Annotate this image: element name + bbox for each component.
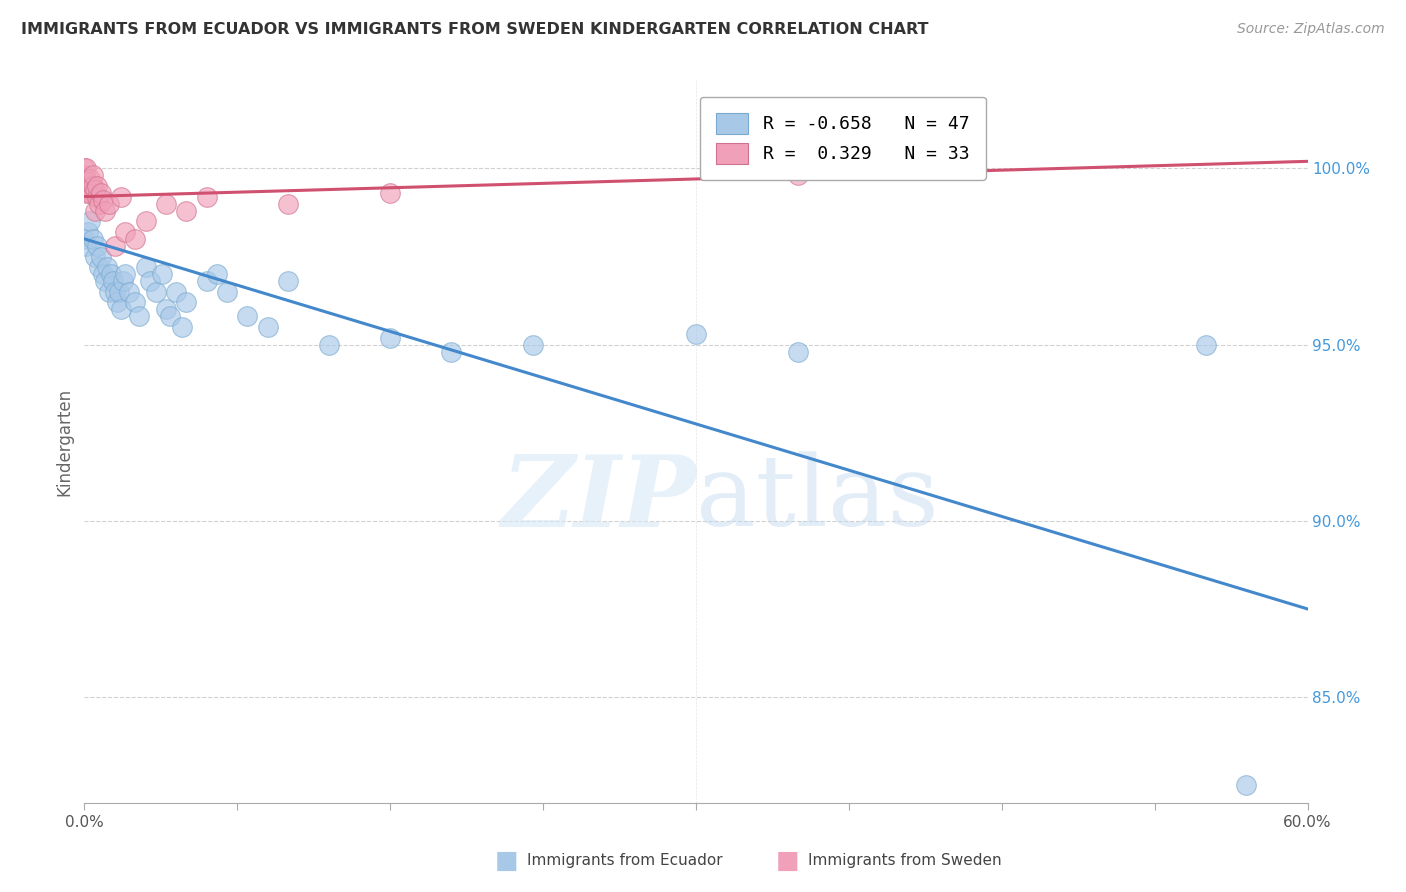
Point — [86, 189, 108, 203]
Point — [124, 232, 146, 246]
Point — [82, 169, 104, 183]
Point — [217, 285, 239, 299]
Point — [155, 302, 177, 317]
Text: ■: ■ — [776, 849, 799, 872]
Point — [77, 176, 100, 190]
Point — [787, 344, 810, 359]
Point — [79, 214, 101, 228]
Point — [96, 260, 118, 274]
Point — [77, 225, 100, 239]
Point — [82, 232, 104, 246]
Text: Source: ZipAtlas.com: Source: ZipAtlas.com — [1237, 22, 1385, 37]
Point — [104, 285, 127, 299]
Point — [318, 337, 340, 351]
Point — [83, 250, 105, 264]
Point — [112, 274, 135, 288]
Point — [86, 239, 108, 253]
Point — [195, 189, 218, 203]
Point — [257, 320, 280, 334]
Point — [75, 179, 97, 194]
Point — [440, 344, 463, 359]
Point — [87, 196, 110, 211]
Text: ZIP: ZIP — [501, 451, 696, 548]
Point — [73, 161, 96, 176]
Point — [110, 189, 132, 203]
Point — [1195, 337, 1218, 351]
Point — [138, 274, 160, 288]
Point — [75, 186, 97, 200]
Point — [159, 310, 181, 324]
Point — [145, 285, 167, 299]
Legend: R = -0.658   N = 47, R =  0.329   N = 33: R = -0.658 N = 47, R = 0.329 N = 33 — [700, 96, 986, 180]
Point — [165, 285, 187, 299]
Point — [75, 161, 97, 176]
Point — [135, 214, 157, 228]
Text: IMMIGRANTS FROM ECUADOR VS IMMIGRANTS FROM SWEDEN KINDERGARTEN CORRELATION CHART: IMMIGRANTS FROM ECUADOR VS IMMIGRANTS FR… — [21, 22, 928, 37]
Point — [118, 285, 141, 299]
Point — [1236, 778, 1258, 792]
Point — [90, 186, 112, 200]
Y-axis label: Kindergarten: Kindergarten — [55, 387, 73, 496]
Point — [236, 310, 259, 324]
Point — [100, 267, 122, 281]
Point — [82, 179, 104, 194]
Point — [105, 295, 128, 310]
Point — [83, 203, 105, 218]
Point — [114, 267, 136, 281]
Point — [73, 169, 96, 183]
Point — [93, 274, 115, 288]
Point — [114, 225, 136, 239]
Point — [205, 267, 228, 281]
Point — [277, 196, 299, 211]
Point — [277, 274, 299, 288]
Point — [787, 169, 810, 183]
Point — [128, 310, 150, 324]
Point — [101, 274, 124, 288]
Point — [87, 260, 110, 274]
Point — [73, 179, 96, 194]
Point — [174, 203, 197, 218]
Point — [124, 295, 146, 310]
Point — [685, 326, 707, 341]
Point — [135, 260, 157, 274]
Point — [91, 267, 114, 281]
Point — [83, 182, 105, 196]
Point — [174, 295, 197, 310]
Text: Immigrants from Ecuador: Immigrants from Ecuador — [527, 854, 723, 868]
Text: ■: ■ — [495, 849, 517, 872]
Point — [75, 239, 97, 253]
Point — [86, 179, 108, 194]
Point — [79, 186, 101, 200]
Point — [77, 182, 100, 196]
Point — [93, 203, 115, 218]
Point — [380, 186, 402, 200]
Point — [522, 337, 544, 351]
Point — [108, 285, 131, 299]
Text: atlas: atlas — [696, 451, 939, 547]
Point — [150, 267, 173, 281]
Text: Immigrants from Sweden: Immigrants from Sweden — [808, 854, 1002, 868]
Point — [172, 320, 194, 334]
Point — [97, 196, 120, 211]
Point — [380, 330, 402, 344]
Point — [75, 172, 97, 186]
Point — [73, 232, 96, 246]
Point — [104, 239, 127, 253]
Point — [79, 172, 101, 186]
Point — [155, 196, 177, 211]
Point — [97, 285, 120, 299]
Point — [90, 250, 112, 264]
Point — [91, 193, 114, 207]
Point — [195, 274, 218, 288]
Point — [110, 302, 132, 317]
